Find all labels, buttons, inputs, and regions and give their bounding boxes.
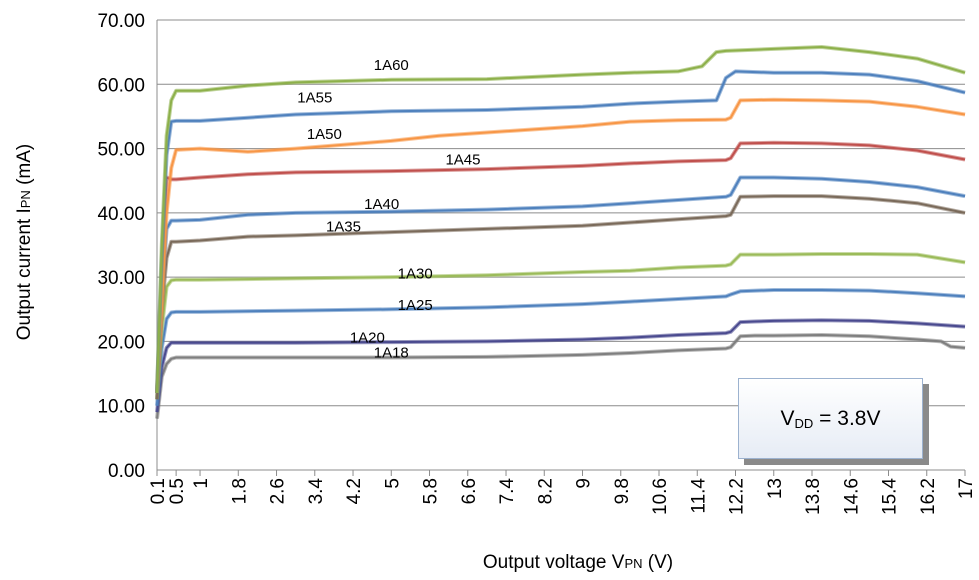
x-tick-label: 5 xyxy=(382,478,403,489)
series-line xyxy=(156,98,966,393)
series-label: 1A55 xyxy=(297,89,332,106)
series-label: 1A35 xyxy=(326,219,361,236)
x-tick-label: 3.4 xyxy=(306,478,327,505)
y-tick-labels: 0.00 10.00 20.00 30.00 40.00 50.00 60.00 70.00 xyxy=(97,11,145,482)
x-tick-label: 9 xyxy=(574,478,595,489)
series-label: 1A30 xyxy=(398,265,433,282)
series-line xyxy=(156,141,966,393)
series-label: 1A60 xyxy=(374,57,409,74)
x-tick-label: 17 xyxy=(956,478,977,499)
series-line xyxy=(156,289,966,406)
vdd-annotation-text: VDD = 3.8V xyxy=(780,406,881,431)
y-tick-label: 50.00 xyxy=(97,140,145,161)
y-tick-label: 20.00 xyxy=(97,332,145,353)
series-label: 1A40 xyxy=(364,196,399,213)
x-tick-label: 7.4 xyxy=(497,478,518,505)
series-line xyxy=(156,253,966,400)
x-tick-label: 10.6 xyxy=(650,478,671,515)
x-tick-label: 1.8 xyxy=(229,478,250,504)
series-line xyxy=(156,46,966,393)
y-tick-label: 60.00 xyxy=(97,75,145,96)
x-tick-label: 6.6 xyxy=(459,478,480,504)
series-line-halo xyxy=(155,175,966,393)
series-label: 1A18 xyxy=(374,345,409,362)
y-tick-label: 30.00 xyxy=(97,268,145,289)
series-label: 1A20 xyxy=(350,330,385,347)
x-tick-label: 13.8 xyxy=(803,478,824,515)
series-line xyxy=(156,176,966,393)
series-line xyxy=(156,319,966,413)
x-tick-labels: 0.10.5 1 1.8 2.6 3.4 4.2 5 5.8 6.6 7.4 8.2 9 9.8 10.6… xyxy=(148,470,977,515)
series-label: 1A50 xyxy=(307,126,342,143)
x-tick-label: 16.2 xyxy=(918,478,939,515)
x-tick-label: 11.4 xyxy=(688,478,709,514)
series-lines xyxy=(155,45,966,419)
x-tick-label: 0.5 xyxy=(167,478,188,504)
x-tick-label: 0.1 xyxy=(148,478,169,504)
x-tick-label: 2.6 xyxy=(268,478,289,504)
x-tick-label: 12.2 xyxy=(727,478,748,515)
x-axis-title: Output voltage VPN (V) xyxy=(483,552,673,573)
vdd-annotation-box: VDD = 3.8V xyxy=(738,378,923,459)
y-tick-label: 70.00 xyxy=(97,11,145,32)
x-tick-label: 5.8 xyxy=(421,478,442,504)
x-tick-label: 1 xyxy=(191,478,212,489)
y-tick-label: 10.00 xyxy=(97,397,145,418)
x-tick-label: 9.8 xyxy=(612,478,633,504)
series-label: 1A25 xyxy=(398,297,433,314)
y-tick-label: 40.00 xyxy=(97,204,145,225)
x-tick-label: 8.2 xyxy=(535,478,556,504)
series-label: 1A45 xyxy=(445,152,480,169)
y-tick-label: 0.00 xyxy=(108,461,145,482)
x-tick-label: 13 xyxy=(765,478,786,499)
series-line xyxy=(156,195,966,400)
series-line xyxy=(156,334,966,419)
x-tick-label: 14.6 xyxy=(841,478,862,515)
x-tick-label: 4.2 xyxy=(344,478,365,504)
y-axis-title: Output current IPN (mA) xyxy=(14,144,35,341)
x-tick-label: 15.4 xyxy=(880,478,901,515)
series-line xyxy=(156,70,966,393)
